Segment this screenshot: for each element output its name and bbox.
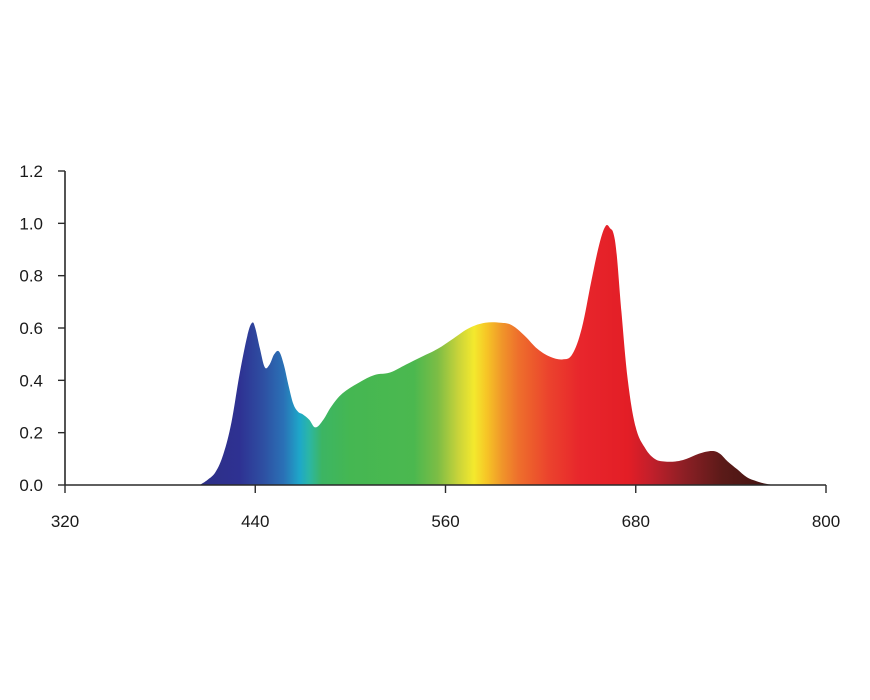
y-tick-label: 0.8 [19, 267, 43, 286]
y-tick-label: 0.0 [19, 476, 43, 495]
x-axis-ticks: 320 440 560 680 800 [51, 485, 840, 531]
y-tick-label: 0.2 [19, 424, 43, 443]
x-tick-label: 560 [431, 512, 459, 531]
x-tick-label: 800 [812, 512, 840, 531]
x-tick-label: 320 [51, 512, 79, 531]
spectrum-area [199, 224, 776, 485]
y-tick-label: 1.0 [19, 214, 43, 233]
y-axis-ticks: 0.0 0.2 0.4 0.6 0.8 1.0 1.2 [19, 162, 65, 495]
x-tick-label: 440 [241, 512, 269, 531]
spectrum-area-layer [199, 224, 776, 485]
y-tick-label: 0.4 [19, 371, 43, 390]
y-tick-label: 1.2 [19, 162, 43, 181]
y-tick-label: 0.6 [19, 319, 43, 338]
x-tick-label: 680 [622, 512, 650, 531]
